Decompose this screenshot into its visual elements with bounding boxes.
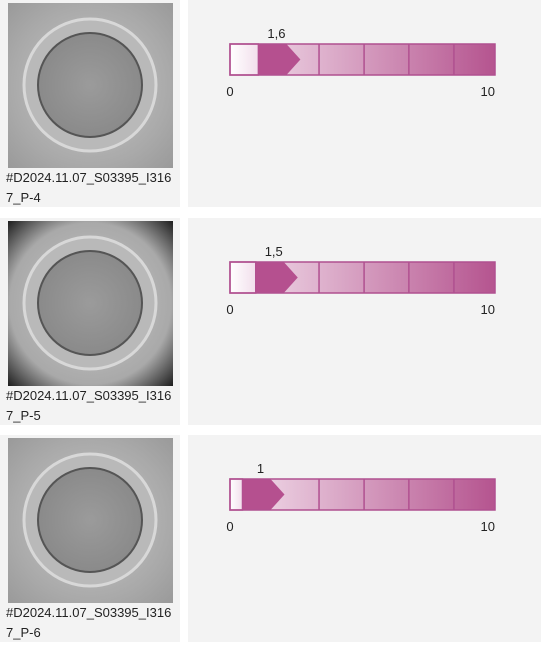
gauge-border xyxy=(229,43,496,76)
oocyte-image xyxy=(8,220,173,386)
score-gauge: 1,6 0 10 xyxy=(226,26,496,99)
score-label: 1 xyxy=(257,461,264,476)
oocyte-image xyxy=(8,438,173,603)
score-marker xyxy=(242,479,285,510)
scale-label: 0 xyxy=(226,302,233,317)
score-panel: 1,6 0 10 xyxy=(188,0,541,207)
gauge-border xyxy=(229,260,496,294)
scale-label: 10 xyxy=(481,302,495,317)
gauge-blank xyxy=(229,478,244,511)
scale-label: 0 xyxy=(226,519,233,534)
score-marker xyxy=(255,261,298,293)
score-gauge: 10 10 xyxy=(226,461,496,534)
scale-label: 10 xyxy=(481,84,495,99)
score-label: 1,6 xyxy=(267,26,285,41)
image-panel: #D2024.11.07_S03395_I3167_P-5 xyxy=(0,217,180,425)
score-panel: 1 0 10 xyxy=(188,435,541,642)
gauge-blank xyxy=(229,43,260,76)
image-caption: #D2024.11.07_S03395_I3167_P-4 xyxy=(6,170,172,205)
score-panel: 1,5 0 10 xyxy=(188,217,541,425)
image-caption: #D2024.11.07_S03395_I3167_P-6 xyxy=(6,605,172,640)
image-panel: #D2024.11.07_S03395_I3167_P-4 xyxy=(0,0,180,207)
scale-label: 0 xyxy=(226,84,233,99)
scale-label: 10 xyxy=(481,519,495,534)
oocyte-image xyxy=(8,3,173,168)
score-gauge: 1,5 0 10 xyxy=(226,244,496,317)
image-panel: #D2024.11.07_S03395_I3167_P-6 xyxy=(0,435,180,642)
score-label: 1,5 xyxy=(265,244,283,259)
gauge-blank xyxy=(229,260,257,294)
gauge-border xyxy=(229,478,496,511)
image-caption: #D2024.11.07_S03395_I3167_P-5 xyxy=(6,387,172,423)
score-marker xyxy=(258,44,301,75)
